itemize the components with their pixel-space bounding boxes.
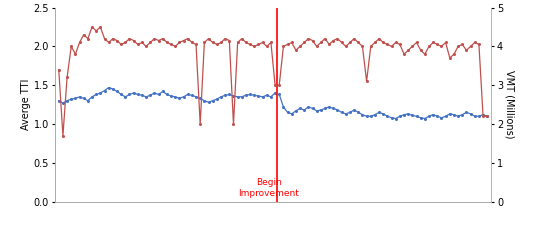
Y-axis label: VMT (Millions): VMT (Millions): [505, 70, 514, 139]
Text: Begin
Improvement: Begin Improvement: [239, 178, 299, 198]
Y-axis label: Averge TTI: Averge TTI: [21, 79, 31, 130]
Legend: AVG_TTI, VMT: AVG_TTI, VMT: [199, 251, 347, 252]
